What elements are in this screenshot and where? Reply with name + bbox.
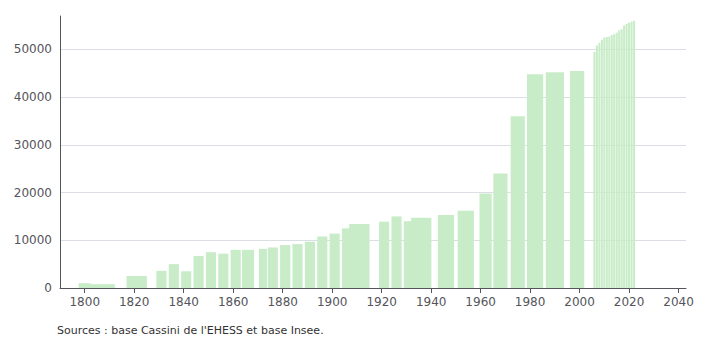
svg-text:20000: 20000 (14, 186, 52, 200)
svg-text:1920: 1920 (366, 295, 397, 309)
svg-text:2000: 2000 (564, 295, 595, 309)
svg-text:1800: 1800 (69, 295, 100, 309)
svg-text:1900: 1900 (317, 295, 348, 309)
svg-text:2040: 2040 (663, 295, 694, 309)
svg-text:10000: 10000 (14, 233, 52, 247)
svg-text:0: 0 (44, 281, 52, 295)
svg-text:1880: 1880 (267, 295, 298, 309)
svg-text:40000: 40000 (14, 90, 52, 104)
svg-text:1840: 1840 (168, 295, 199, 309)
svg-text:30000: 30000 (14, 138, 52, 152)
svg-text:1980: 1980 (515, 295, 546, 309)
svg-text:Sources : base Cassini de l'EH: Sources : base Cassini de l'EHESS et bas… (57, 324, 324, 337)
svg-text:1940: 1940 (416, 295, 447, 309)
svg-text:1960: 1960 (465, 295, 496, 309)
svg-text:2020: 2020 (614, 295, 645, 309)
svg-text:50000: 50000 (14, 42, 52, 56)
svg-text:1820: 1820 (119, 295, 150, 309)
svg-text:1860: 1860 (218, 295, 249, 309)
